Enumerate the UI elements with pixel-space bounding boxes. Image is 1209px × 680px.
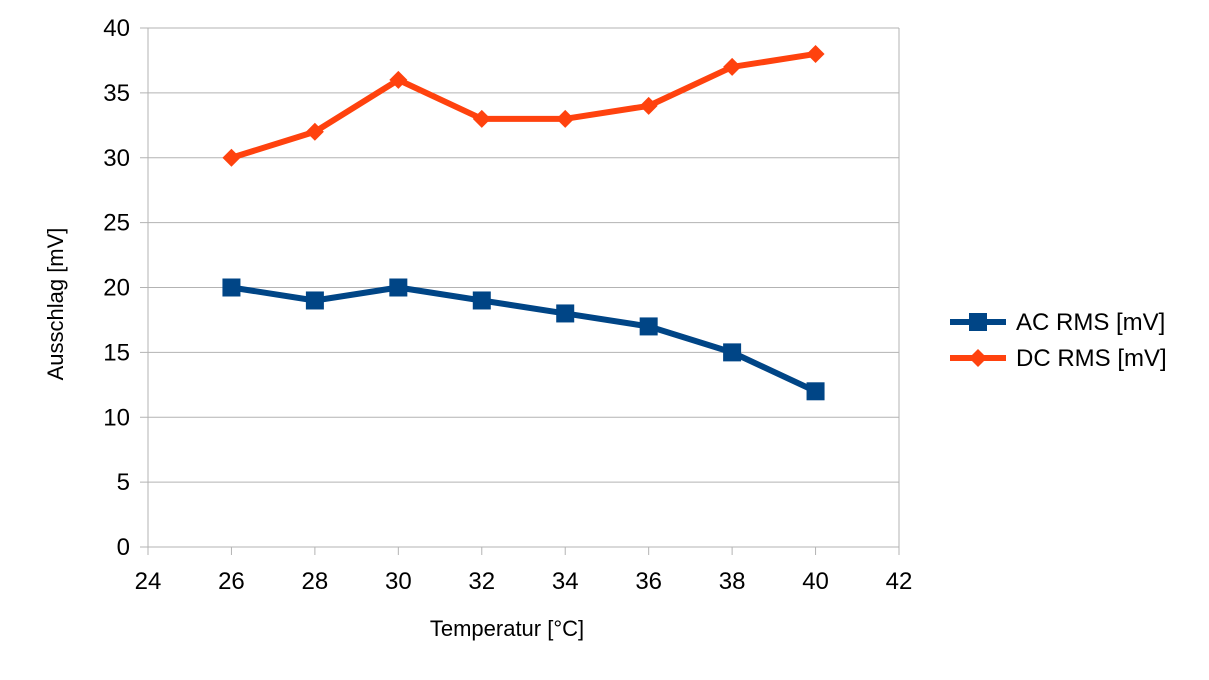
legend-item: DC RMS [mV] (950, 345, 1167, 372)
legend: AC RMS [mV] DC RMS [mV] (950, 309, 1167, 372)
data-point (222, 278, 241, 297)
y-tick-label: 25 (103, 210, 130, 237)
series-line (228, 50, 819, 161)
y-tick-label: 10 (103, 404, 130, 431)
y-tick-label: 0 (117, 534, 130, 561)
x-tick-label: 42 (886, 568, 913, 595)
data-point (305, 122, 324, 141)
data-point (389, 70, 408, 89)
data-point (556, 109, 575, 128)
legend-marker (969, 313, 987, 331)
data-point (723, 343, 742, 362)
legend-marker (969, 349, 987, 367)
data-point (472, 291, 491, 310)
axes (140, 27, 900, 555)
data-point (806, 44, 825, 63)
data-point (639, 317, 658, 336)
data-point (472, 109, 491, 128)
x-tick-label: 24 (135, 568, 162, 595)
x-tick-label: 40 (802, 568, 829, 595)
y-tick-label: 5 (117, 469, 130, 496)
y-tick-label: 35 (103, 80, 130, 107)
legend-label: DC RMS [mV] (1016, 345, 1167, 372)
x-tick-label: 28 (302, 568, 329, 595)
y-tick-label: 20 (103, 275, 130, 302)
data-point (806, 382, 825, 401)
data-point (222, 148, 241, 167)
data-point (723, 57, 742, 76)
x-axis-title: Temperatur [°C] (430, 616, 584, 641)
data-point (389, 278, 408, 297)
legend-item: AC RMS [mV] (950, 309, 1165, 336)
data-point (639, 96, 658, 115)
series-dc-rms (222, 44, 825, 167)
x-tick-label: 38 (719, 568, 746, 595)
series-ac-rms (222, 278, 825, 401)
y-tick-label: 15 (103, 339, 130, 366)
legend-label: AC RMS [mV] (1016, 309, 1165, 336)
x-tick-label: 26 (218, 568, 245, 595)
x-tick-label: 30 (385, 568, 412, 595)
gridlines (148, 27, 899, 548)
tick-labels: 0 5 10 15 20 25 30 35 40 24 26 28 30 32 34 36 38 40 42 (103, 15, 912, 595)
x-tick-label: 34 (552, 568, 579, 595)
y-tick-label: 40 (103, 15, 130, 42)
data-point (305, 291, 324, 310)
y-tick-label: 30 (103, 145, 130, 172)
data-point (556, 304, 575, 323)
series-line (228, 284, 819, 395)
x-tick-label: 36 (635, 568, 662, 595)
x-tick-label: 32 (468, 568, 495, 595)
series-lines (222, 44, 825, 401)
y-axis-title: Ausschlag [mV] (43, 228, 68, 381)
